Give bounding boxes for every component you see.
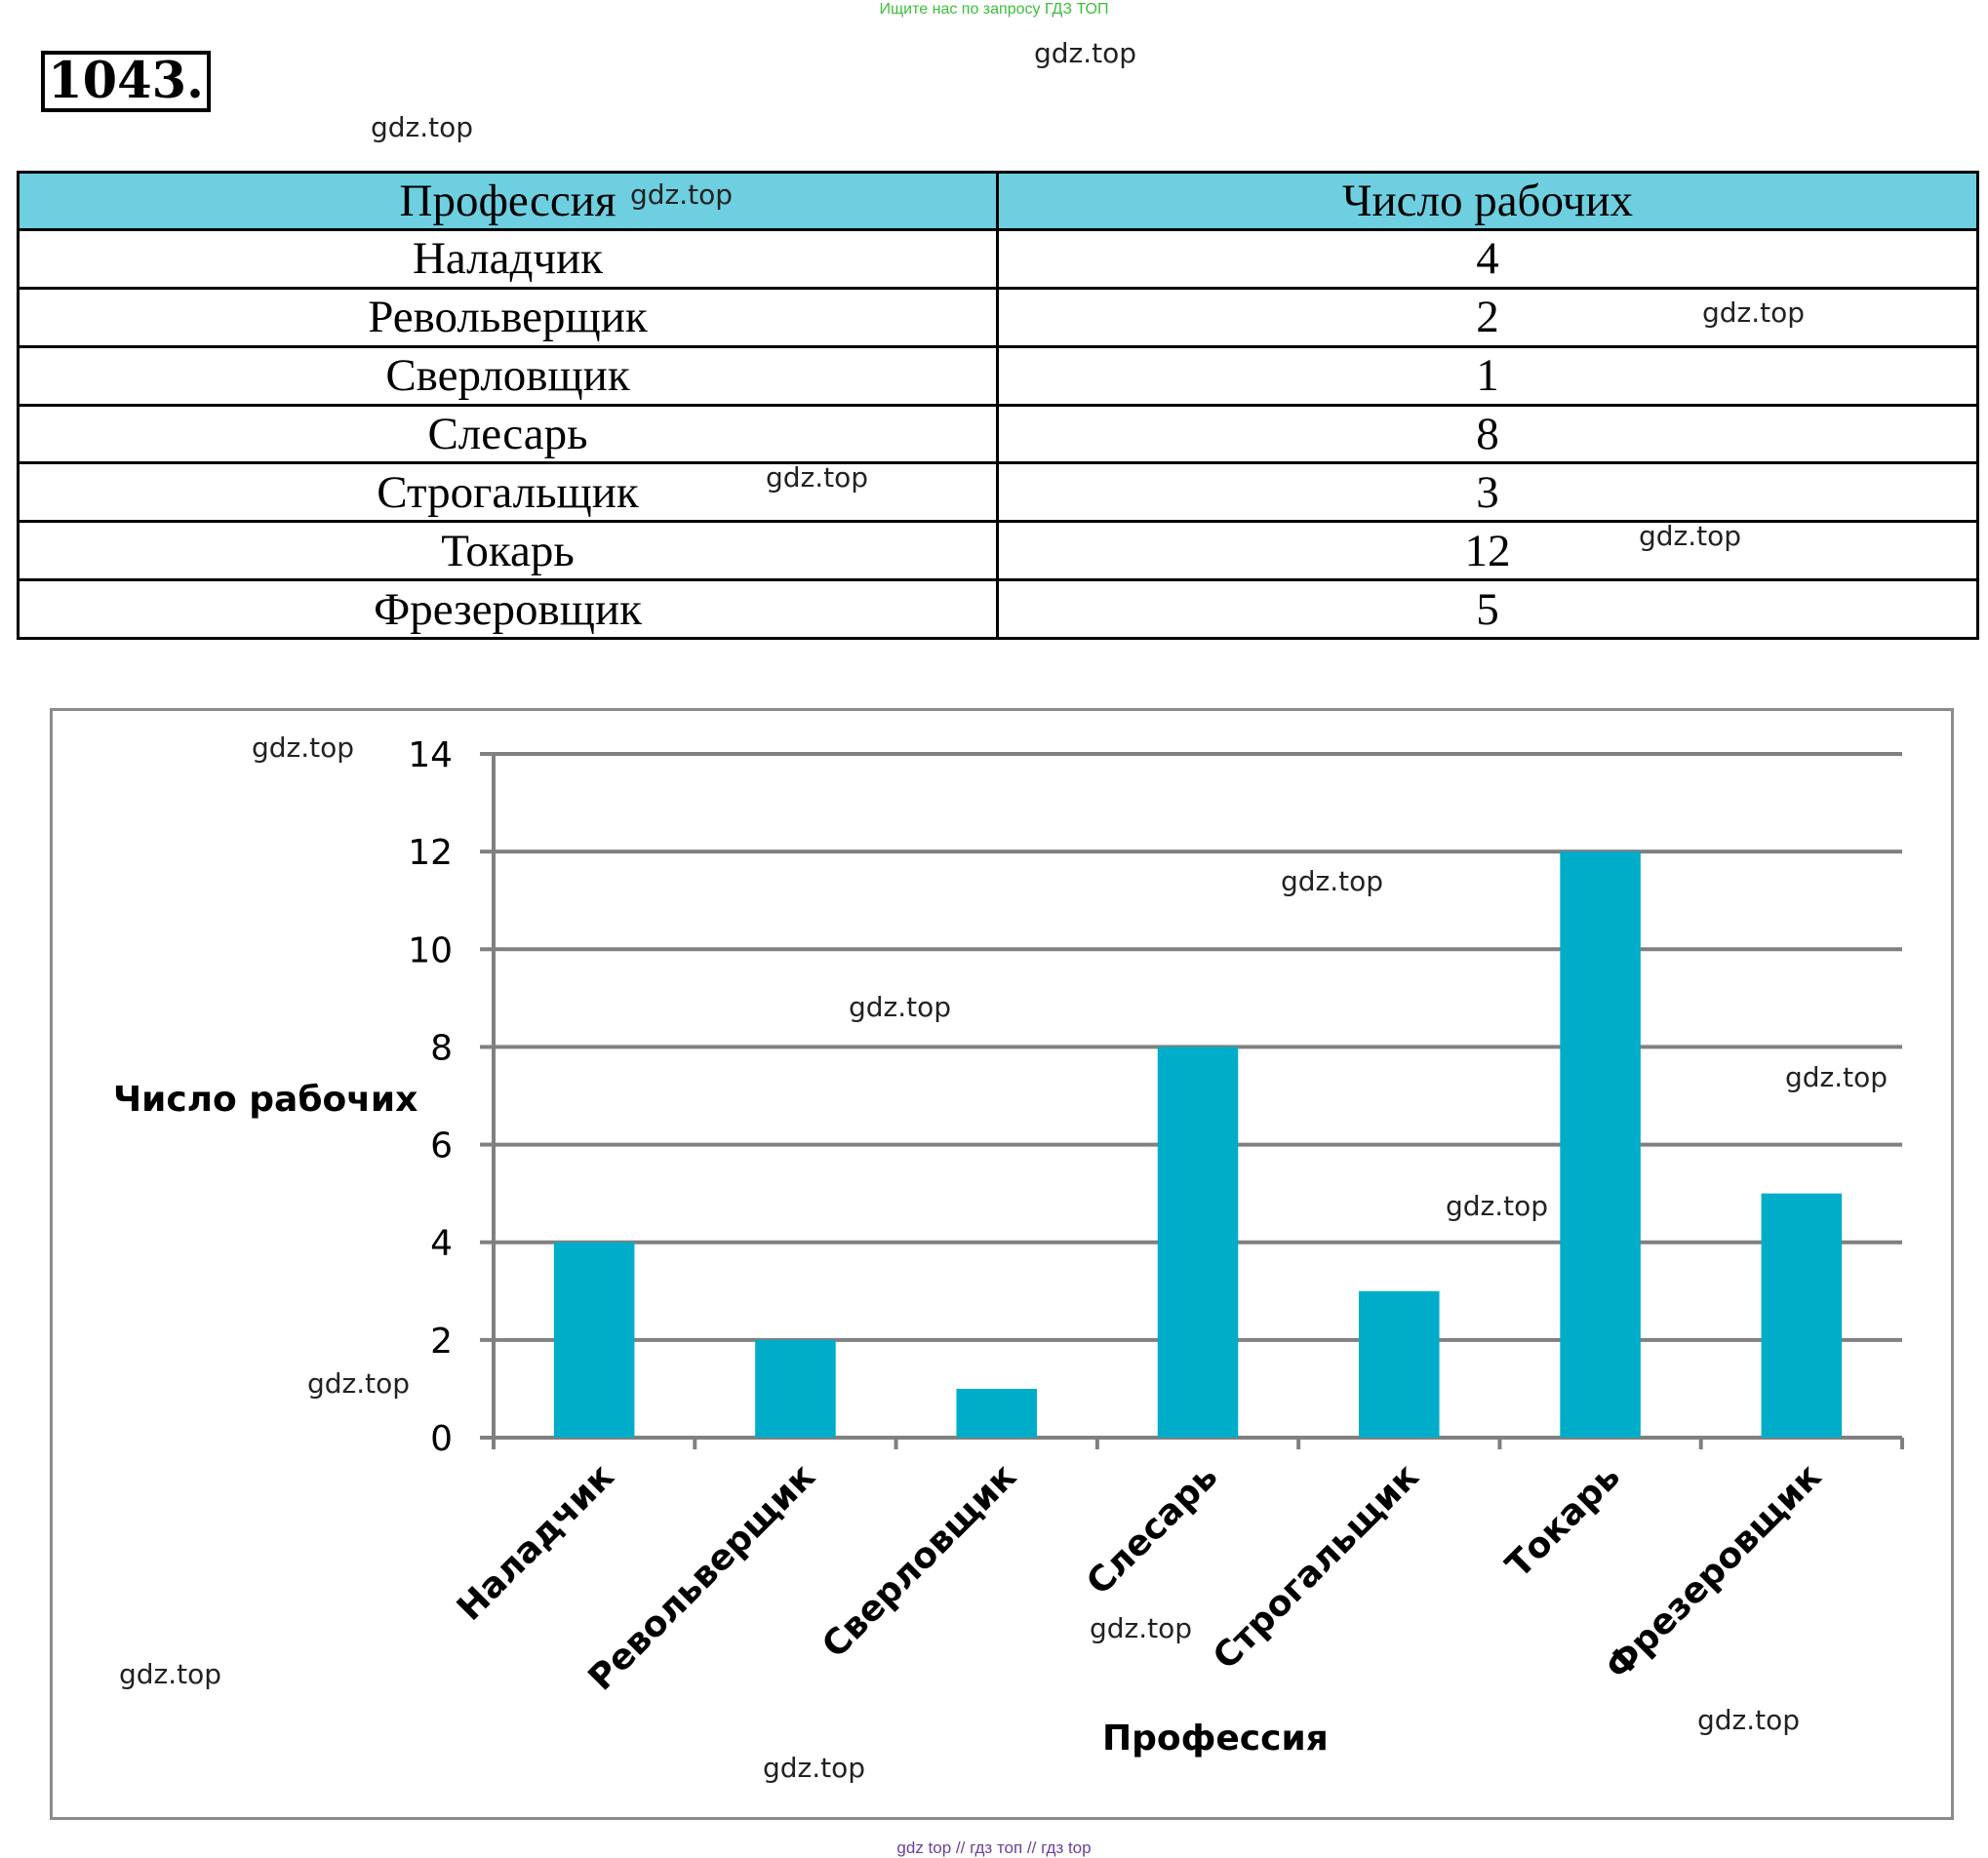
table-header-row: Профессия Число рабочих xyxy=(17,171,1979,231)
y-tick-label: 8 xyxy=(430,1028,453,1068)
cell-profession: Револьверщик xyxy=(17,286,999,348)
watermark: gdz.top xyxy=(630,178,734,211)
table-row: Наладчик 4 xyxy=(17,228,1979,290)
table-row: Строгальщик 3 xyxy=(17,461,1979,524)
problem-number: 1043. xyxy=(41,51,211,112)
cell-workers: 1 xyxy=(996,344,1979,407)
footer-note: gdz top // гдз топ // гдз top xyxy=(896,1838,1092,1857)
y-tick-label: 2 xyxy=(430,1322,453,1362)
bar xyxy=(1359,1290,1440,1438)
watermark: gdz.top xyxy=(252,731,355,764)
watermark: gdz.top xyxy=(307,1367,411,1400)
watermark: gdz.top xyxy=(766,461,869,494)
y-tick-label: 12 xyxy=(408,833,453,873)
cell-workers: 4 xyxy=(996,228,1979,290)
profession-table: Профессия Число рабочих Наладчик 4 Револ… xyxy=(17,171,1979,640)
watermark: gdz.top xyxy=(119,1658,222,1690)
watermark: gdz.top xyxy=(849,991,952,1023)
watermark: gdz.top xyxy=(1446,1190,1549,1222)
cell-workers: 2 xyxy=(996,286,1979,348)
x-tick-label: Револьверщик xyxy=(581,1456,823,1698)
table-row: Фрезеровщик 5 xyxy=(17,578,1979,640)
watermark: gdz.top xyxy=(1697,1704,1801,1736)
x-tick-label: Сверловщик xyxy=(815,1456,1024,1666)
table-row: Токарь 12 xyxy=(17,520,1979,582)
cell-profession: Наладчик xyxy=(17,228,999,290)
cell-workers: 5 xyxy=(996,578,1979,640)
x-tick-label: Токарь xyxy=(1498,1456,1628,1586)
bar xyxy=(1560,851,1641,1438)
table-row: Сверловщик 1 xyxy=(17,344,1979,407)
bar xyxy=(956,1388,1037,1438)
x-axis-title: Профессия xyxy=(1102,1719,1329,1759)
watermark: gdz.top xyxy=(1785,1061,1889,1093)
y-tick-label: 0 xyxy=(430,1419,453,1459)
watermark: gdz.top xyxy=(371,111,474,143)
bar xyxy=(1761,1193,1843,1438)
y-tick-label: 6 xyxy=(430,1127,453,1166)
cell-workers: 12 xyxy=(996,520,1979,582)
header-profession: Профессия xyxy=(17,171,999,231)
watermark: gdz.top xyxy=(1090,1612,1193,1644)
x-tick-label: Строгальщик xyxy=(1206,1456,1427,1678)
watermark: gdz.top xyxy=(1639,520,1742,552)
chart-frame xyxy=(50,708,1954,1820)
cell-profession: Токарь xyxy=(17,520,999,582)
x-tick-label: Наладчик xyxy=(450,1456,621,1628)
cell-profession: Слесарь xyxy=(17,403,999,465)
cell-profession: Фрезеровщик xyxy=(17,578,999,640)
table-row: Слесарь 8 xyxy=(17,403,1979,465)
watermark: gdz.top xyxy=(1034,37,1137,69)
watermark: gdz.top xyxy=(1281,865,1384,897)
header-workers: Число рабочих xyxy=(996,171,1979,231)
watermark: gdz.top xyxy=(1702,296,1806,329)
y-tick-label: 14 xyxy=(408,735,453,775)
cell-profession: Сверловщик xyxy=(17,344,999,407)
cell-workers: 3 xyxy=(996,461,1979,524)
bar xyxy=(553,1242,635,1438)
cell-profession: Строгальщик xyxy=(17,461,999,524)
y-tick-label: 4 xyxy=(430,1224,453,1264)
search-hint: Ищите нас по запросу ГДЗ ТОП xyxy=(879,1,1109,18)
bar xyxy=(1157,1047,1239,1438)
x-tick-label: Фрезеровщик xyxy=(1598,1456,1829,1687)
y-axis-title: Число рабочих xyxy=(113,1080,418,1120)
x-tick-label: Слесарь xyxy=(1079,1456,1225,1602)
cell-workers: 8 xyxy=(996,403,1979,465)
bar xyxy=(755,1339,836,1438)
watermark: gdz.top xyxy=(763,1752,866,1784)
table-row: Револьверщик 2 xyxy=(17,286,1979,348)
y-tick-label: 10 xyxy=(408,930,453,970)
